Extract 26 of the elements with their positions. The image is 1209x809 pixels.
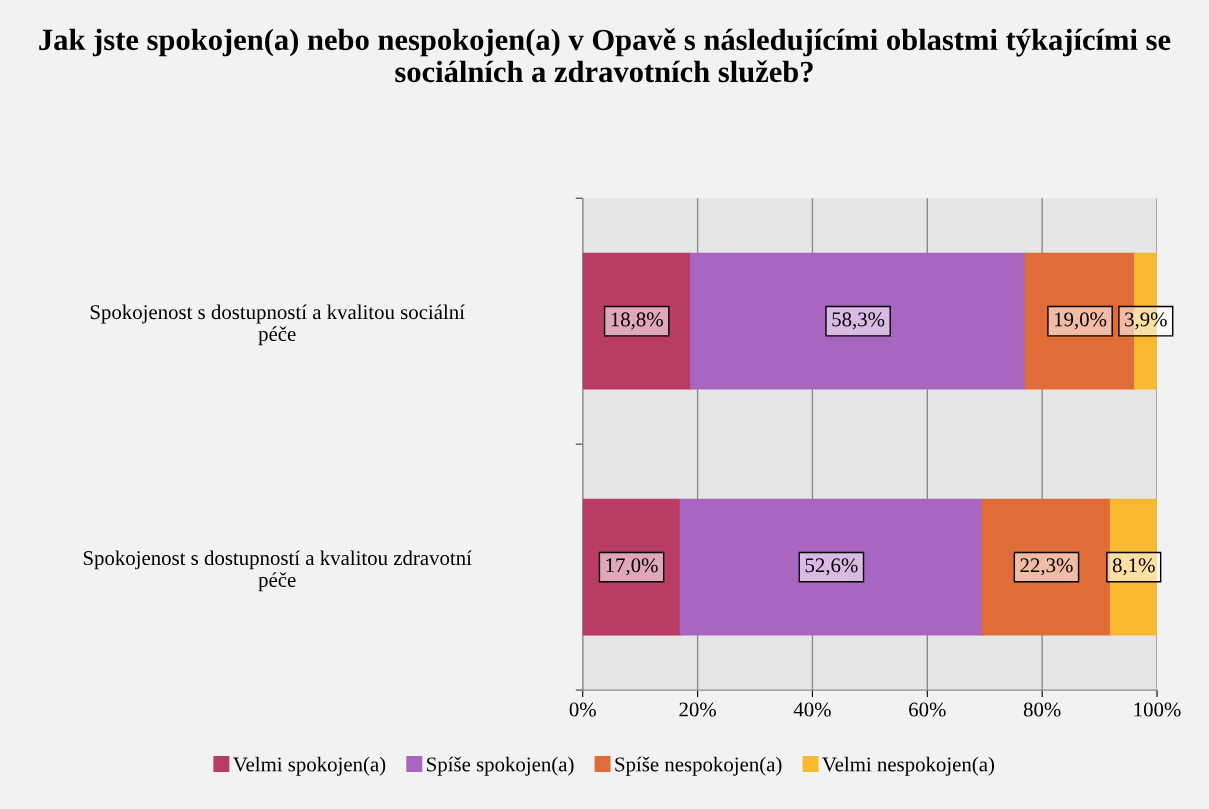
x-tick-label: 100% — [1134, 702, 1181, 717]
x-tick-label: 60% — [909, 702, 946, 717]
chart-title: Jak jste spokojen(a) nebo nespokojen(a) v Opavě s následujícími oblastmi týkajícími se sociálních a zdravotních služeb? — [39, 28, 1171, 83]
bar — [679, 498, 984, 636]
bar — [582, 252, 692, 390]
data-label: 58,3% — [832, 312, 885, 330]
x-tick-label: 0% — [569, 702, 596, 717]
bar — [690, 252, 1027, 390]
x-tick-label: 20% — [679, 702, 716, 717]
x-tick-label: 80% — [1023, 702, 1061, 717]
legend-label: Spíše nespokojen(a) — [615, 756, 782, 776]
data-label: 8,1% — [1112, 558, 1155, 576]
y-tick-label: Spokojenost s dostupností a kvalitou zdravotní péče — [83, 550, 472, 592]
data-label: 17,0% — [606, 558, 658, 576]
data-label: 22,3% — [1020, 558, 1073, 576]
legend-label: Spíše spokojen(a) — [427, 756, 574, 776]
bar — [582, 498, 682, 636]
legend-label: Velmi nespokojen(a) — [822, 756, 995, 776]
x-tick-label: 40% — [793, 702, 831, 717]
bar — [981, 498, 1112, 636]
legend-label: Velmi spokojen(a) — [233, 756, 386, 776]
data-label: 19,0% — [1054, 312, 1107, 330]
y-tick-label: Spokojenost s dostupností a kvalitou sociální péče — [90, 304, 465, 346]
data-label: 3,9% — [1125, 312, 1167, 330]
data-label: 52,6% — [805, 558, 858, 576]
data-label: 18,8% — [611, 312, 663, 330]
